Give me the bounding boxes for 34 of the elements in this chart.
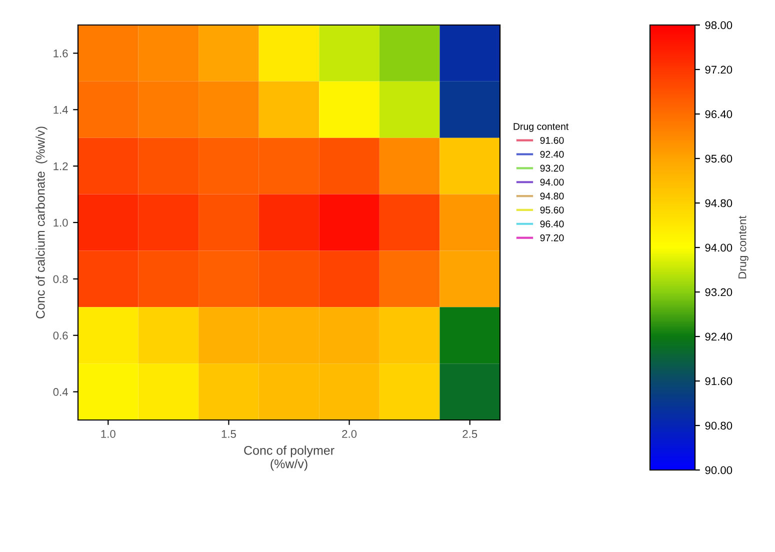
color-bar-label: 95.60 <box>705 154 732 163</box>
color-bar-label: 98.00 <box>705 21 732 30</box>
text: 94.00 <box>540 178 564 186</box>
color-bar-label: 91.60 <box>705 377 732 386</box>
color-bar-title: Drug content <box>738 216 748 278</box>
text: 95.60 <box>540 206 564 214</box>
x-tick-label: 2.0 <box>342 430 357 438</box>
y-tick-label: 1.2 <box>54 162 68 170</box>
x-tick-label: 1.5 <box>222 430 236 438</box>
color-bar-label: 90.00 <box>705 466 732 474</box>
color-bar-label: 90.80 <box>705 422 732 430</box>
text: 97.20 <box>540 234 564 242</box>
y-axis-title: Conc of calcium carbonate (%w/v) <box>36 126 48 318</box>
text: 96.40 <box>540 220 564 228</box>
x-axis-title: Conc of polymer (%w/v) <box>244 446 334 471</box>
y-tick-label: 0.8 <box>53 275 68 284</box>
y-tick-label: 1.4 <box>54 106 68 114</box>
legend-title: Drug content <box>514 123 569 132</box>
x-tick-label: 2.5 <box>462 430 478 438</box>
color-bar-label: 94.80 <box>705 199 732 208</box>
y-tick-label: 1.0 <box>54 218 68 227</box>
x-tick-label: 1.0 <box>101 430 116 438</box>
color-bar-label: 97.20 <box>705 66 732 74</box>
color-bar-label: 93.20 <box>705 288 732 296</box>
text: 92.40 <box>540 150 564 158</box>
color-bar-label: 94.00 <box>705 244 732 252</box>
color-bar-label: 96.40 <box>705 110 732 118</box>
y-tick-label: 0.6 <box>53 332 68 340</box>
y-tick-label: 1.6 <box>54 49 68 58</box>
text: 91.60 <box>540 136 564 144</box>
text: 93.20 <box>540 164 564 172</box>
y-tick-label: 0.4 <box>53 388 68 396</box>
color-bar-label: 92.40 <box>705 332 732 341</box>
text: 94.80 <box>540 192 564 200</box>
